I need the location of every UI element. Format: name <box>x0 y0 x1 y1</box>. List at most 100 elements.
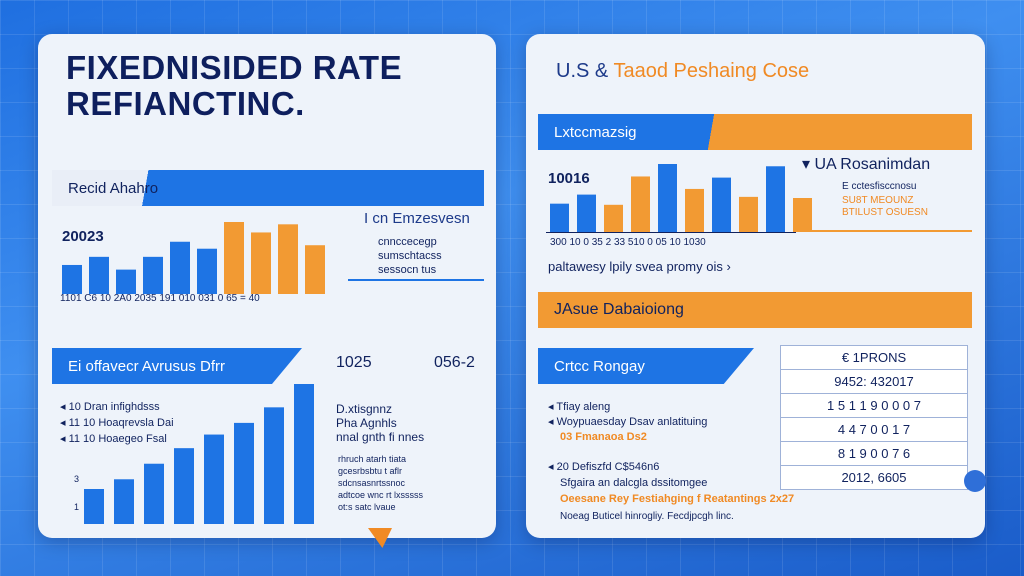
side-2-title: Pha Agnhls <box>336 416 397 430</box>
right-bottom-line-text: 20 Defiszfd C$546n6 <box>556 461 660 473</box>
bar <box>793 198 812 232</box>
right-caption: paltawesy lpily svea promy ois › <box>548 259 731 274</box>
bar <box>114 479 134 524</box>
bar <box>278 224 298 294</box>
bar <box>144 463 164 524</box>
right-band-2: JAsue Dabaioiong <box>538 292 972 328</box>
table-row: € 1PRONS <box>781 346 967 370</box>
chart-2 <box>550 164 812 232</box>
right-side-line: BTILUST OSUESN <box>842 207 928 218</box>
chart-3-axis-tick: 3 <box>74 474 80 484</box>
bar <box>89 256 109 294</box>
side-2-title: D.xtisgnnz <box>336 402 393 416</box>
legend-item: ◂ 11 10 Hoaegeo Fsal <box>60 433 167 445</box>
right-list-item-label: 03 Fmanaoa Ds2 <box>560 431 647 443</box>
legend-item: ◂ 11 10 Hoaqrevsla Dai <box>60 417 174 429</box>
right-list-item-label: Woypuaesday Dsav anlatituing <box>556 416 708 428</box>
legend-item-label: 11 10 Hoaqrevsla Dai <box>68 417 174 429</box>
bar <box>251 232 271 294</box>
right-bottom-line-text: Oeesane Rey Festiahging f Reatantings 2x… <box>560 493 795 505</box>
table-row: 1 5 1 1 9 0 0 0 7 <box>781 394 967 418</box>
bar <box>143 256 163 294</box>
bar <box>712 177 731 232</box>
right-list-item: ◂ Woypuaesday Dsav anlatituing <box>548 416 708 428</box>
section-band-2: Ei offavecr Avrusus Dfrr <box>52 348 302 384</box>
bar <box>224 222 244 294</box>
right-chart-value: 10016 <box>548 170 590 187</box>
right-divider <box>804 230 972 232</box>
side-2-line: rhruch atarh tiata <box>338 454 407 464</box>
right-band-1-label: Lxtccmazsig <box>554 123 637 141</box>
chart-1 <box>62 222 325 294</box>
page-title: FIXEDNISIDED RATE REFIANCTINC. <box>66 50 402 122</box>
side-1-line: sumschtacss <box>378 250 442 262</box>
title-line-2: REFIANCTINC. <box>66 85 305 122</box>
bar <box>204 434 224 524</box>
chart-1-tick-labels: 1101 C6 10 2A0 2035 191 010 031 0 65 = 4… <box>60 293 260 304</box>
table-row: 2012, 6605 <box>841 470 907 485</box>
legend-item-label: 11 10 Hoaegeo Fsal <box>68 433 167 445</box>
right-band-2-label: JAsue Dabaioiong <box>554 301 684 318</box>
bar <box>631 176 650 232</box>
bar <box>658 164 677 232</box>
chart-1-label: 20023 <box>62 228 104 245</box>
chart-2-tick-labels: 300 10 0 35 2 33 510 0 05 10 1030 <box>550 237 706 248</box>
bar <box>294 384 314 524</box>
side-1-title: I cn Emzesvesn <box>364 210 470 227</box>
bar <box>116 269 136 294</box>
title-line-1: FIXEDNISIDED RATE <box>66 49 403 86</box>
right-side-title: ▾ UA Rosanimdan <box>802 156 931 173</box>
right-bottom-line-text: Sfgaira an dalcgla dssitomgee <box>560 477 708 489</box>
side-2-line: adtcoe wnc rt lxsssss <box>338 490 424 500</box>
bar <box>550 203 569 232</box>
side-1-line: sessocn tus <box>378 264 437 276</box>
section-band-1-label: Recid Ahahro <box>68 179 159 197</box>
chart-3-axis-tick: 1 <box>74 502 80 512</box>
band-2-value-2: 056-2 <box>434 354 475 371</box>
legend-item-label: 10 Dran infighdsss <box>68 401 160 413</box>
chart-2-baseline <box>546 232 796 233</box>
bar <box>264 407 284 524</box>
band-2-value-1: 1025 <box>336 354 372 371</box>
right-bottom-line: ◂ 20 Defiszfd C$546n6 <box>548 461 660 473</box>
right-side-line: E cctesfisccnosu <box>842 181 917 192</box>
table-row: 8 1 9 0 0 7 6 <box>781 442 967 466</box>
right-band-3: Crtcc Rongay <box>538 348 754 384</box>
bar <box>305 245 325 294</box>
bar <box>84 489 104 524</box>
right-title: U.S & Taaod Peshaing Cose <box>556 60 809 83</box>
bar <box>685 188 704 232</box>
right-list-item-label: Tfiay aleng <box>556 401 611 413</box>
table-row: 4 4 7 0 0 1 7 <box>781 418 967 442</box>
right-side-title-label: UA Rosanimdan <box>814 156 931 173</box>
right-panel: U.S & Taaod Peshaing Cose Lxtccmazsig 10… <box>526 34 985 538</box>
right-caption-text: paltawesy lpily svea promy ois <box>548 259 723 274</box>
side-2-line: ot:s satc lvaue <box>338 502 396 512</box>
bar <box>604 204 623 232</box>
side-2-title: nnal gnth fi nnes <box>336 430 425 444</box>
bar <box>234 422 254 524</box>
bar <box>739 196 758 232</box>
bar <box>577 194 596 232</box>
bar <box>62 264 82 294</box>
right-band-3-label: Crtcc Rongay <box>554 357 645 375</box>
table-row: 9452: 432017 <box>781 370 967 394</box>
side-1-line: cnnccecegp <box>378 236 437 248</box>
right-side-line: SU8T MEOUNZ <box>842 195 914 206</box>
section-band-2-label: Ei offavecr Avrusus Dfrr <box>68 357 226 375</box>
side-2-line: sdcnsasnrtssnoc <box>338 478 406 488</box>
right-bottom-line-text: Noeag Buticel hinrogliy. Fecdjpcgh linc. <box>560 511 734 522</box>
circle-decoration <box>964 470 986 492</box>
right-title-part-1: U.S & <box>556 60 609 82</box>
bar <box>174 448 194 524</box>
side-2-line: gcesrbsbtu t aflr <box>338 466 403 476</box>
bar <box>197 248 217 294</box>
right-band-1: Lxtccmazsig <box>538 114 972 150</box>
bar <box>766 166 785 232</box>
bar <box>170 241 190 294</box>
divider <box>348 279 484 281</box>
legend-item: ◂ 10 Dran infighdsss <box>60 401 160 413</box>
left-panel: FIXEDNISIDED RATE REFIANCTINC. Recid Aha… <box>38 34 496 538</box>
data-table: € 1PRONS 9452: 432017 1 5 1 1 9 0 0 0 7 … <box>780 345 968 490</box>
right-list-item: ◂ Tfiay aleng <box>548 401 611 413</box>
